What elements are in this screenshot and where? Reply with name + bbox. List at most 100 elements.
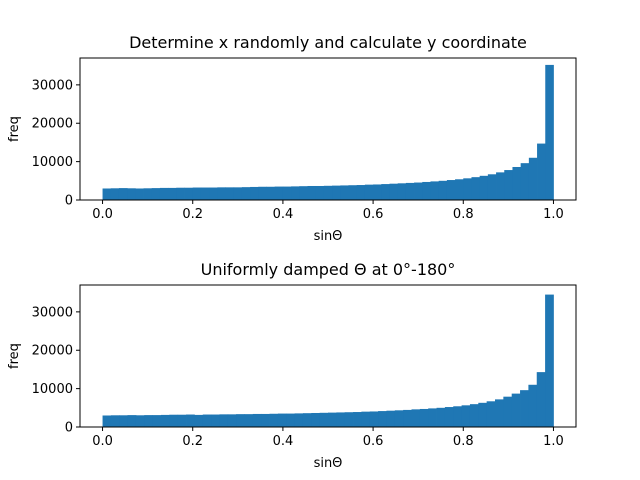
bottom-bar-50: [520, 390, 529, 427]
top-x-tick-label: 0.2: [182, 207, 203, 222]
top-bar-26: [315, 185, 325, 200]
bottom-bar-31: [361, 411, 371, 427]
top-bars: [102, 64, 554, 200]
top-x-tick-label: 0.0: [92, 207, 113, 222]
top-bar-20: [266, 186, 276, 200]
top-bar-51: [520, 163, 530, 200]
top-bar-15: [225, 187, 235, 200]
bottom-bar-13: [211, 414, 220, 427]
bottom-bar-15: [227, 414, 237, 427]
bottom-x-tick-label: 0.0: [92, 434, 113, 449]
top-bar-5: [143, 188, 153, 200]
bottom-bar-1: [110, 415, 120, 427]
top-y-axis-label: freq: [7, 116, 22, 142]
bottom-bar-27: [328, 412, 337, 427]
bottom-bar-14: [219, 414, 229, 427]
top-bar-47: [487, 174, 497, 200]
top-x-tick-label: 1.0: [543, 207, 564, 222]
bottom-bar-9: [177, 414, 187, 427]
top-y-tick-label: 0: [65, 194, 73, 209]
bottom-bar-47: [495, 399, 504, 427]
top-x-axis-label: sinΘ: [314, 229, 343, 244]
top-bar-13: [209, 187, 218, 200]
bottom-bar-53: [545, 294, 554, 427]
top-bar-44: [463, 178, 472, 200]
bottom-bar-36: [403, 409, 412, 427]
top-x-tick-label: 0.8: [453, 207, 474, 222]
bottom-bar-19: [261, 413, 270, 427]
bottom-bar-43: [461, 405, 471, 427]
bottom-bar-30: [353, 412, 362, 427]
top-bar-0: [102, 188, 112, 200]
top-y-tick-label: 20000: [32, 117, 73, 132]
bottom-bar-12: [202, 414, 212, 427]
bottom-bar-17: [244, 414, 254, 427]
bottom-bar-52: [536, 372, 546, 427]
top-bar-41: [438, 180, 448, 200]
top-bar-45: [471, 177, 481, 200]
top-bar-46: [479, 175, 489, 200]
top-bar-22: [282, 186, 292, 200]
bottom-bar-21: [277, 413, 287, 427]
top-axes-frame: [79, 57, 577, 201]
top-bar-4: [135, 188, 144, 200]
bottom-y-tick-label: 20000: [32, 344, 73, 359]
bottom-x-tick-label: 0.8: [453, 434, 474, 449]
top-bar-7: [159, 187, 169, 200]
bottom-bar-7: [161, 414, 170, 427]
bottom-bar-29: [344, 412, 354, 427]
top-bar-34: [381, 184, 390, 200]
bottom-bar-6: [152, 415, 162, 427]
bottom-bar-3: [127, 415, 137, 427]
bottom-y-tick-label: 30000: [32, 305, 73, 320]
bottom-x-tick-label: 0.2: [182, 434, 203, 449]
bottom-bar-51: [528, 384, 538, 427]
top-bar-3: [127, 188, 136, 200]
bottom-bar-49: [511, 393, 521, 427]
bottom-bar-23: [294, 413, 304, 427]
bottom-bar-8: [169, 414, 179, 427]
bottom-bar-38: [419, 408, 429, 427]
bottom-bar-41: [444, 407, 454, 427]
top-bar-35: [389, 183, 399, 200]
top-bar-32: [364, 184, 374, 200]
top-bar-53: [537, 143, 546, 200]
top-bar-8: [168, 187, 177, 200]
bottom-x-tick-label: 0.4: [273, 434, 294, 449]
bottom-bar-4: [135, 415, 145, 427]
bottom-bar-2: [119, 415, 128, 427]
top-y-tick-label: 30000: [32, 78, 73, 93]
top-bar-17: [241, 187, 251, 200]
bottom-bar-48: [503, 396, 513, 427]
bottom-x-tick-label: 0.6: [363, 434, 384, 449]
top-x-tick-label: 0.4: [273, 207, 294, 222]
bottom-y-ticks: 0 10000 20000 30000: [32, 305, 80, 436]
bottom-bar-18: [252, 413, 262, 427]
top-x-ticks: 0.0 0.2 0.4 0.6 0.8 1.0: [92, 200, 564, 222]
bottom-bar-39: [428, 408, 437, 427]
top-bar-31: [356, 185, 366, 200]
bottom-bar-33: [378, 411, 387, 427]
bottom-y-tick-label: 10000: [32, 382, 73, 397]
bottom-chart-title: Uniformly damped Θ at 0°-180°: [201, 260, 456, 279]
bottom-bar-46: [486, 401, 496, 427]
top-bar-25: [307, 185, 317, 200]
top-bar-27: [323, 185, 333, 200]
top-bar-19: [258, 186, 267, 200]
bottom-bar-0: [102, 415, 112, 427]
bottom-axes-frame: [79, 284, 577, 428]
top-bar-10: [184, 187, 194, 200]
top-bar-48: [496, 172, 505, 200]
bottom-bar-10: [186, 414, 195, 427]
bottom-bar-44: [469, 404, 479, 427]
top-bar-12: [200, 187, 210, 200]
top-bar-24: [299, 186, 308, 200]
bottom-bar-42: [453, 406, 462, 427]
bottom-bar-22: [286, 413, 295, 427]
top-bar-18: [250, 186, 259, 200]
top-bar-2: [118, 188, 128, 200]
bottom-x-ticks: 0.0 0.2 0.4 0.6 0.8 1.0: [92, 427, 564, 449]
bottom-bars: [102, 294, 554, 427]
bottom-bar-24: [302, 413, 312, 427]
